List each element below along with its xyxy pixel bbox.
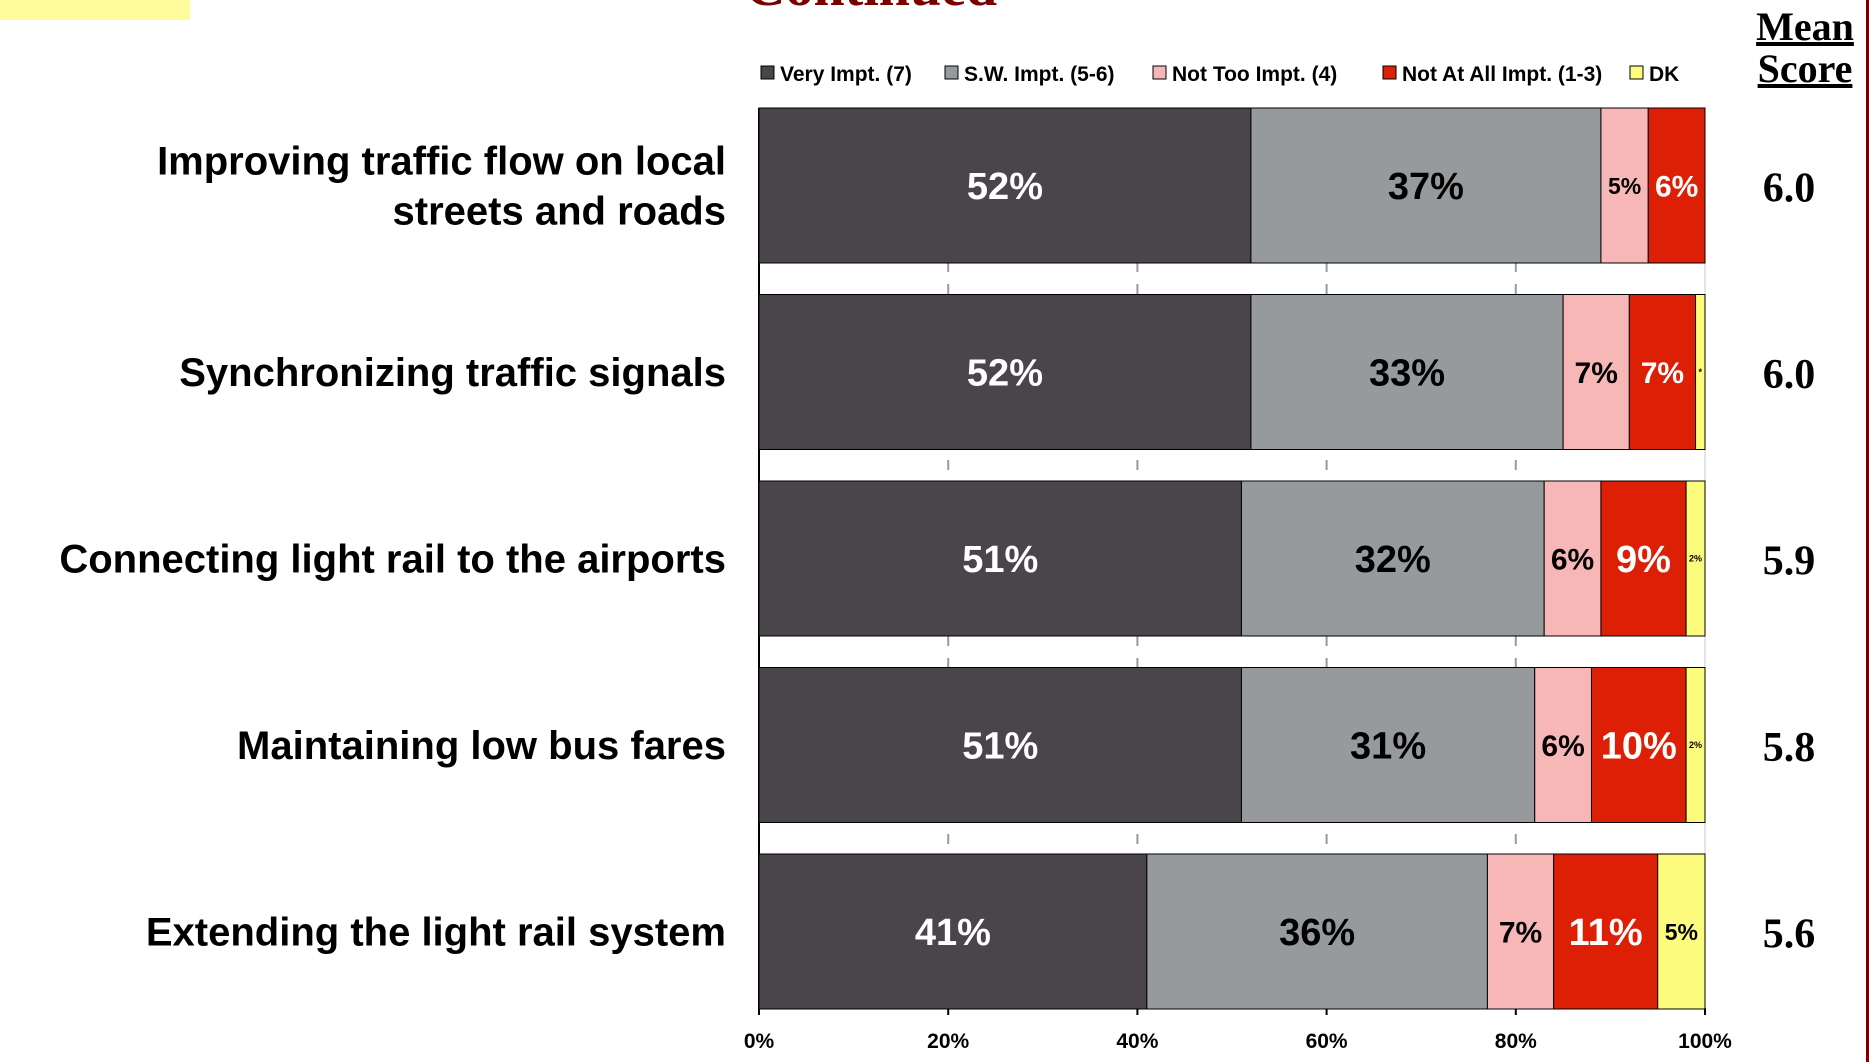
legend-label: Not At All Impt. (1-3) xyxy=(1402,63,1602,86)
bar-segment xyxy=(1562,294,1630,450)
mean-score-value: 6.0 xyxy=(1763,166,1816,212)
bar-segment xyxy=(1250,107,1602,264)
mean-score-value: 5.6 xyxy=(1763,912,1816,958)
data-label: 7% xyxy=(1575,357,1618,390)
mean-score-value: 5.9 xyxy=(1763,539,1816,585)
data-label: 51% xyxy=(962,539,1038,581)
data-label: 31% xyxy=(1350,726,1426,768)
data-label: 2% xyxy=(1689,740,1702,750)
bar-segment xyxy=(758,853,1148,1010)
category-label: Connecting light rail to the airports xyxy=(59,538,726,582)
bar-segment xyxy=(1685,480,1706,637)
bar-segment xyxy=(1685,667,1706,823)
data-label: 52% xyxy=(967,166,1043,208)
legend: Very Impt. (7) S.W. Impt. (5-6) Not Too Im… xyxy=(760,63,1679,86)
bar-segment xyxy=(1647,107,1706,264)
legend-label: Very Impt. (7) xyxy=(780,63,912,86)
legend-item: Very Impt. (7) xyxy=(760,63,912,86)
data-label: 7% xyxy=(1499,916,1542,949)
data-label: 37% xyxy=(1388,166,1464,208)
mean-score-header: Mean Score xyxy=(1740,6,1869,90)
data-label: 6% xyxy=(1541,730,1584,763)
legend-swatch xyxy=(1629,65,1644,80)
category-label: Synchronizing traffic signals xyxy=(179,351,726,395)
data-label: 11% xyxy=(1569,912,1643,954)
bar-segment xyxy=(1534,667,1592,823)
data-label: 6% xyxy=(1655,170,1698,203)
data-label: 51% xyxy=(962,726,1038,768)
slide-title-fragment: Continued xyxy=(745,0,1125,12)
bar-segment xyxy=(1146,853,1488,1010)
legend-item: DK xyxy=(1629,63,1679,86)
bar-segment xyxy=(1240,480,1545,637)
category-label: Maintaining low bus fares xyxy=(237,724,726,768)
mean-score-header-line2: Score xyxy=(1757,46,1853,91)
legend-swatch xyxy=(944,65,959,80)
bar-segment xyxy=(1240,667,1536,823)
legend-swatch xyxy=(1382,65,1397,80)
x-tick-label: 0% xyxy=(744,1030,775,1053)
corner-highlight xyxy=(0,0,190,20)
data-label: 10% xyxy=(1601,726,1677,768)
data-label: 5% xyxy=(1608,173,1641,199)
x-tick-label: 20% xyxy=(927,1030,969,1053)
right-edge-line xyxy=(1866,0,1869,1062)
x-tick-label: 100% xyxy=(1678,1030,1732,1053)
bar-segment xyxy=(1486,853,1555,1010)
bar-segment xyxy=(1600,107,1649,264)
legend-swatch xyxy=(760,65,775,80)
category-label: Improving traffic flow on local xyxy=(157,140,726,184)
bar-segment xyxy=(758,480,1242,637)
data-label: 52% xyxy=(967,353,1043,395)
bar-segment xyxy=(1695,294,1706,450)
mean-score-value: 6.0 xyxy=(1763,352,1816,398)
legend-item: S.W. Impt. (5-6) xyxy=(944,63,1115,86)
legend-label: Not Too Impt. (4) xyxy=(1172,63,1337,86)
legend-label: DK xyxy=(1649,63,1679,86)
bar-segment xyxy=(758,667,1242,823)
bar-segment xyxy=(1553,853,1659,1010)
x-tick-label: 40% xyxy=(1116,1030,1158,1053)
bar-segment xyxy=(1628,294,1697,450)
data-label: * xyxy=(1699,367,1703,377)
legend-label: S.W. Impt. (5-6) xyxy=(964,63,1115,86)
data-label: 2% xyxy=(1689,554,1702,564)
mean-score-value: 5.8 xyxy=(1763,725,1816,771)
bar-segment xyxy=(1657,853,1706,1010)
legend-item: Not At All Impt. (1-3) xyxy=(1382,63,1602,86)
data-label: 36% xyxy=(1279,912,1355,954)
x-tick-label: 80% xyxy=(1495,1030,1537,1053)
data-label: 5% xyxy=(1665,919,1698,945)
data-label: 33% xyxy=(1369,353,1445,395)
bar-segment xyxy=(758,107,1252,264)
x-tick-label: 60% xyxy=(1306,1030,1348,1053)
bar-segment xyxy=(758,294,1252,450)
data-label: 9% xyxy=(1616,539,1671,581)
data-label: 41% xyxy=(915,912,991,954)
mean-score-header-line1: Mean xyxy=(1756,4,1854,49)
category-label: streets and roads xyxy=(393,190,726,234)
legend-swatch xyxy=(1152,65,1167,80)
category-label: Extending the light rail system xyxy=(146,911,726,955)
legend-item: Not Too Impt. (4) xyxy=(1152,63,1337,86)
data-label: 6% xyxy=(1551,543,1594,576)
data-label: 32% xyxy=(1355,539,1431,581)
data-label: 7% xyxy=(1641,357,1684,390)
